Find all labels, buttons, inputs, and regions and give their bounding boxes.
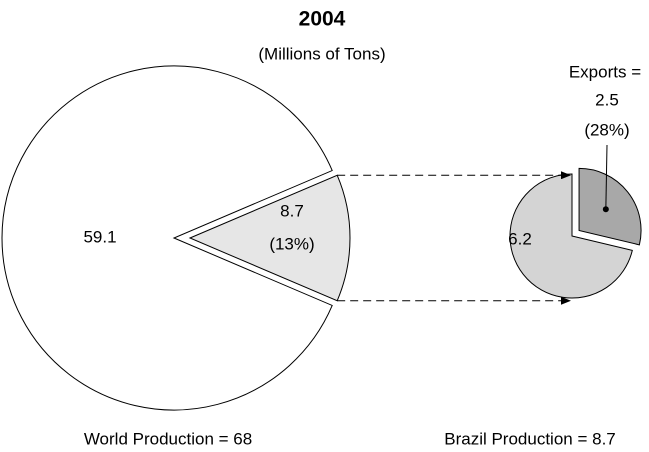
caption: Brazil Production = 8.7 [444,429,616,448]
leader-dot [602,206,609,213]
caption: World Production = 68 [84,429,252,448]
legend-label: Exports = [569,62,641,81]
slice-label: 2.5 [595,90,619,109]
chart-subtitle: (Millions of Tons) [258,44,385,63]
pie-slice [188,174,351,302]
pie-slice [578,167,642,246]
slice-label: 8.7 [280,201,304,220]
slice-label: 59.1 [83,227,116,246]
leader-line [605,144,608,210]
slice-label: 6.2 [508,229,532,248]
chart-title: 2004 [299,8,346,31]
pie-slice [509,173,633,299]
slice-label: (13%) [269,234,314,253]
slice-label: (28%) [584,120,629,139]
pie-slice [1,65,333,411]
